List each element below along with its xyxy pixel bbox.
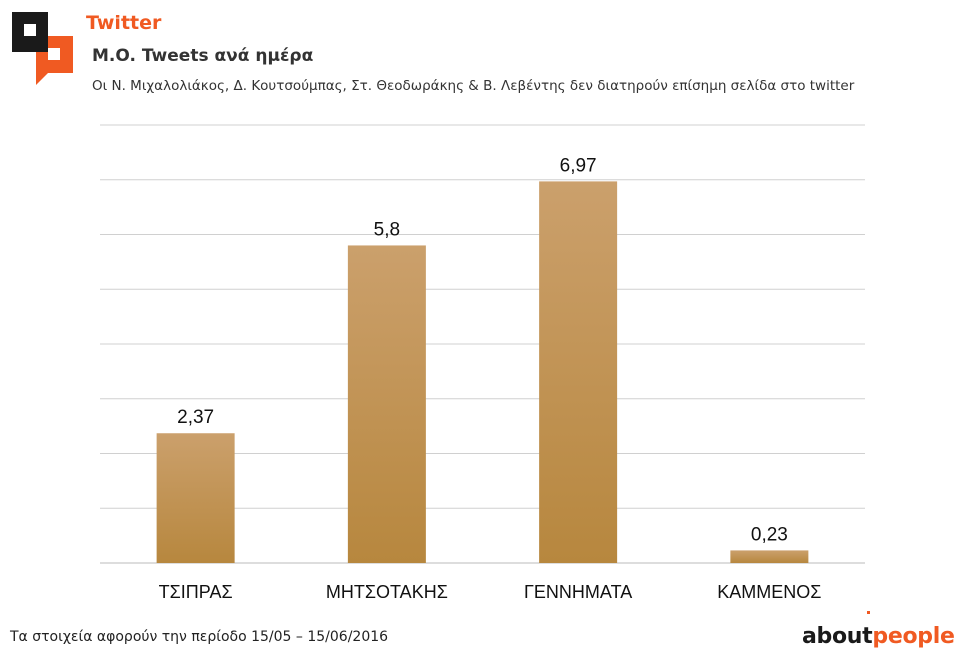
brand-dark: about <box>802 624 873 649</box>
brand-mark-icon <box>867 611 870 614</box>
data-label: 6,97 <box>560 155 597 176</box>
data-label: 5,8 <box>374 219 400 240</box>
bar <box>539 181 618 563</box>
x-tick-label: ΓΕΝΝΗΜΑΤΑ <box>524 582 632 602</box>
bar-chart: 2,37 ΤΣΙΠΡΑΣ 5,8 ΜΗΤΣΟΤΑΚΗΣ 6,97 ΓΕΝΝΗΜΑΤΑ 0,2… <box>100 124 865 602</box>
section-title: Twitter <box>86 12 162 34</box>
x-tick-label: ΤΣΙΠΡΑΣ <box>159 582 233 602</box>
bar <box>156 433 235 563</box>
bar <box>730 550 809 563</box>
brand-accent: people <box>872 624 955 649</box>
x-tick-label: ΜΗΤΣΟΤΑΚΗΣ <box>326 582 448 602</box>
x-tick-label: ΚΑΜΜΕΝΟΣ <box>717 582 821 602</box>
brand-logo: aboutpeople <box>802 624 955 649</box>
logo-icon <box>12 12 73 85</box>
chart-subtitle: Οι Ν. Μιχαλολιάκος, Δ. Κουτσούμπας, Στ. … <box>92 78 855 94</box>
footnote: Τα στοιχεία αφορούν την περίοδο 15/05 – … <box>10 629 389 645</box>
bar <box>347 245 426 563</box>
data-label: 2,37 <box>177 407 214 428</box>
chart-title: M.O. Tweets ανά ημέρα <box>92 46 314 66</box>
data-label: 0,23 <box>751 524 788 545</box>
